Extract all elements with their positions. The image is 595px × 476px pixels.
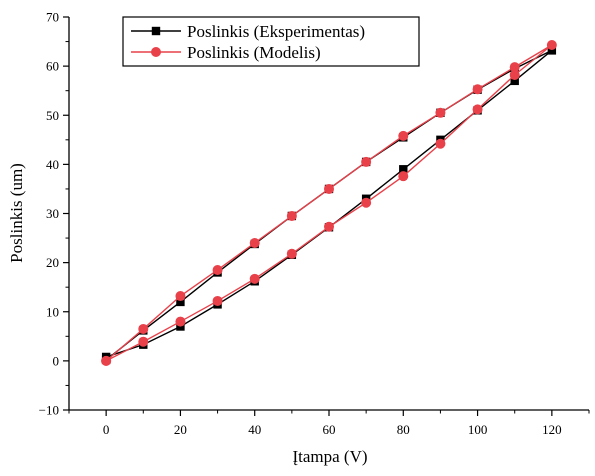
data-point-square [176, 297, 185, 307]
legend-marker-circle [151, 47, 161, 57]
y-tick-label: 30 [46, 206, 59, 221]
data-point-circle [138, 336, 149, 347]
legend-label: Poslinkis (Eksperimentas) [187, 22, 365, 41]
y-tick-label: 40 [46, 157, 59, 172]
y-axis-title: Poslinkis (um) [7, 163, 26, 263]
data-point-circle [249, 237, 260, 248]
x-tick-label: 80 [397, 422, 410, 437]
data-point-circle [249, 273, 260, 284]
y-tick-label: 70 [46, 10, 59, 25]
data-point-circle [212, 264, 223, 275]
legend-marker-square [151, 26, 161, 36]
data-point-circle [286, 248, 297, 259]
data-point-circle [361, 197, 372, 208]
data-point-circle [286, 210, 297, 221]
y-tick-label: 50 [46, 108, 59, 123]
data-point-circle [175, 316, 186, 327]
data-point-circle [212, 295, 223, 306]
data-point-circle [472, 84, 483, 95]
x-tick-label: 100 [468, 422, 488, 437]
x-tick-label: 60 [323, 422, 336, 437]
data-point-circle [138, 323, 149, 334]
x-tick-label: 40 [248, 422, 261, 437]
x-tick-label: 0 [103, 422, 110, 437]
legend: Poslinkis (Eksperimentas) Poslinkis (Mode… [122, 16, 420, 67]
x-tick-label: 20 [174, 422, 187, 437]
data-point-circle [435, 107, 446, 118]
y-tick-label: 60 [46, 59, 59, 74]
data-point-circle [509, 69, 520, 80]
x-tick-label: 120 [542, 422, 562, 437]
y-tick-label: 0 [53, 353, 60, 368]
legend-box [122, 16, 420, 67]
y-tick-label: 20 [46, 255, 59, 270]
y-tick-label: 10 [46, 304, 59, 319]
data-point-circle [509, 62, 520, 73]
data-point-circle [472, 104, 483, 115]
data-point-square [510, 76, 519, 86]
data-point-circle [361, 156, 372, 167]
series-1 [101, 46, 557, 365]
data-point-circle [101, 355, 112, 366]
series-line [105, 49, 553, 361]
data-point-square [547, 46, 557, 55]
data-point-circle [435, 138, 446, 149]
data-point-circle [324, 221, 334, 232]
data-point-circle [398, 130, 409, 141]
series-2 [101, 40, 557, 366]
data-point-circle [175, 291, 186, 302]
data-point-square [399, 165, 408, 174]
y-tick-label: −10 [39, 403, 59, 418]
data-point-circle [324, 183, 334, 194]
legend-label: Poslinkis (Modelis) [187, 43, 321, 62]
series-line [105, 44, 553, 362]
data-point-circle [398, 171, 409, 182]
data-point-circle [546, 40, 557, 51]
x-axis-title: Įtampa (V) [292, 447, 367, 466]
series-layer [101, 40, 557, 366]
axes: 0 20 40 60 80 100 120 −10 0 10 20 30 40 50 60 70 [39, 10, 590, 437]
